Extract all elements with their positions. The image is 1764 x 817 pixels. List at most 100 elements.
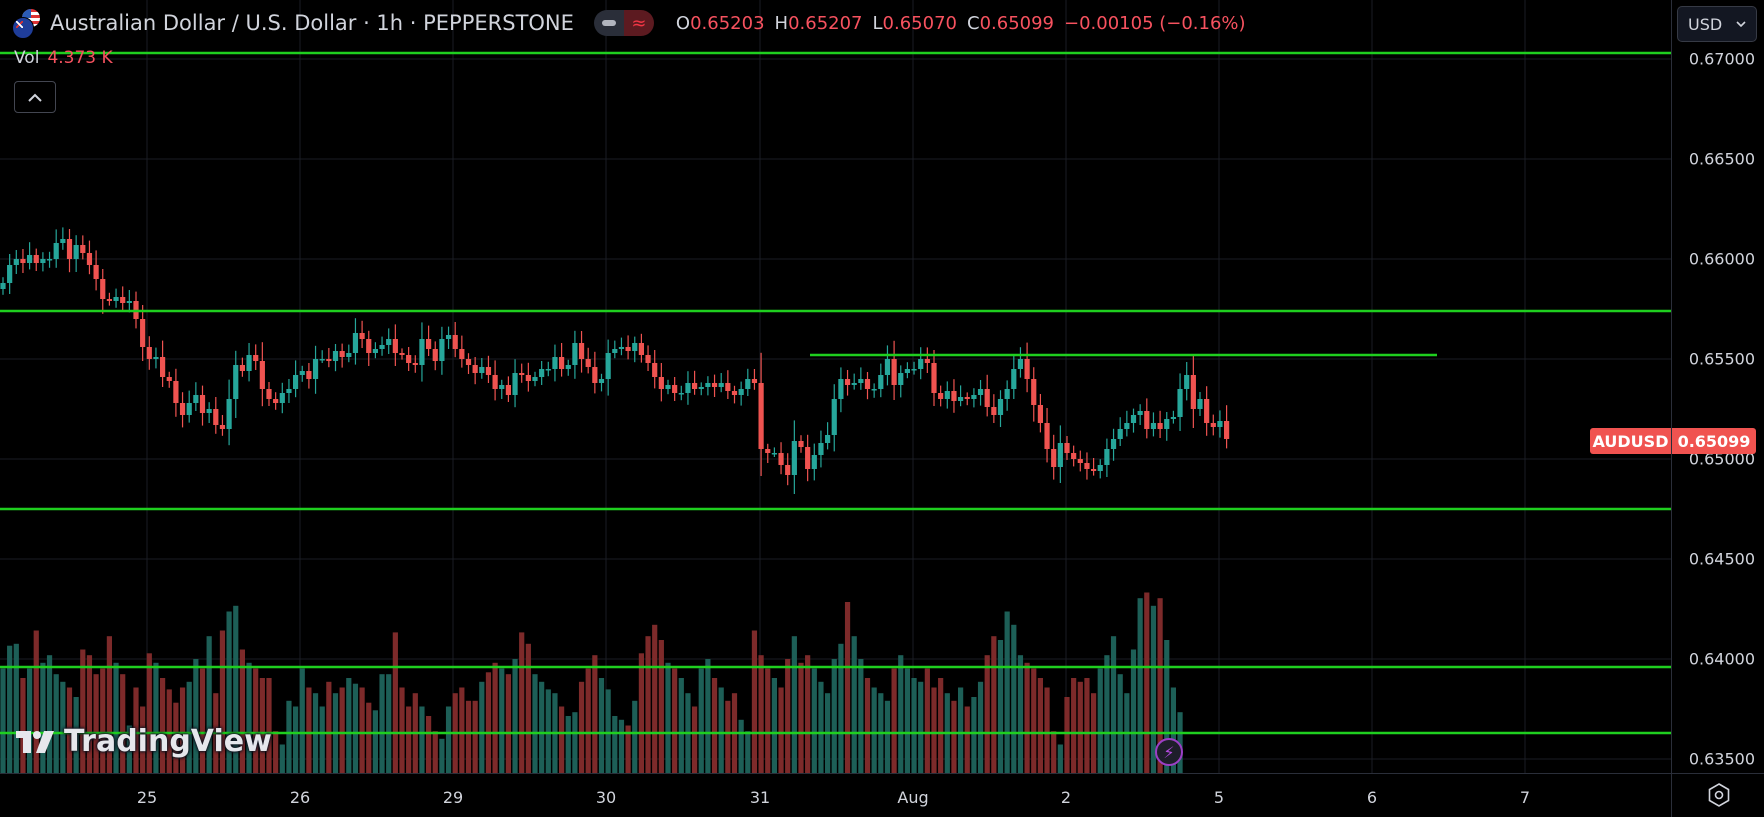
tradingview-logo[interactable]: TradingView — [16, 724, 272, 759]
volume-bar — [273, 731, 279, 773]
candle-body — [1044, 423, 1050, 449]
time-axis[interactable]: 25 26 29 30 31 Aug 2 5 6 7 — [0, 773, 1671, 817]
time-tick-label: 26 — [289, 788, 311, 807]
candle-body — [193, 395, 199, 403]
candle-body — [565, 365, 571, 369]
candle-body — [1217, 421, 1223, 427]
ohlc-values: O0.65203 H0.65207 L0.65070 C0.65099 −0.0… — [676, 13, 1246, 34]
volume-bar — [1150, 605, 1157, 773]
approx-icon[interactable]: ≈ — [623, 10, 654, 36]
candle-body — [991, 407, 997, 415]
candle-body — [219, 425, 226, 429]
collapse-legend-button[interactable] — [14, 81, 56, 113]
chart-toggle-pill[interactable]: ≈ — [593, 10, 654, 36]
candle-body — [426, 339, 432, 349]
lightning-icon[interactable]: ⚡ — [1155, 738, 1183, 766]
candle-body — [412, 363, 418, 365]
candle-body — [293, 375, 299, 389]
candle-body — [73, 245, 79, 259]
ohlc-high-key: H — [774, 12, 789, 34]
candle-body — [931, 363, 937, 393]
candle-body — [858, 379, 864, 383]
candle-body — [179, 403, 186, 415]
volume-bar — [359, 687, 365, 773]
volume-bar — [578, 681, 585, 773]
candle-body — [891, 359, 897, 385]
candle-body — [778, 453, 784, 465]
candle-body — [93, 265, 99, 279]
volume-bar — [7, 645, 13, 773]
volume-bar — [253, 668, 259, 773]
candle-body — [638, 343, 644, 355]
volume-bar — [1130, 649, 1137, 773]
candle-body — [465, 359, 472, 365]
candle-body — [765, 449, 771, 453]
candle-body — [738, 389, 744, 395]
volume-bar — [479, 681, 485, 773]
volume-bar — [977, 681, 984, 773]
candle-body — [605, 353, 611, 379]
aud-usd-flags-icon[interactable] — [12, 9, 42, 39]
volume-bar — [286, 700, 292, 773]
candle-body — [1204, 399, 1210, 423]
volume-bar — [346, 678, 352, 773]
volume-bar — [1057, 744, 1063, 773]
volume-bar — [1077, 681, 1083, 773]
price-chart-canvas[interactable] — [0, 0, 1671, 773]
candle-body — [964, 397, 970, 399]
candle-body — [299, 371, 305, 375]
price-tick-label: 0.65500 — [1688, 349, 1755, 369]
volume-bar — [66, 687, 73, 773]
volume-bar — [146, 653, 152, 773]
volume-bar — [166, 689, 172, 773]
volume-bar — [958, 687, 964, 773]
candle-body — [612, 349, 618, 353]
volume-bar — [658, 640, 664, 773]
candle-body — [20, 259, 26, 263]
tradingview-logo-text: TradingView — [64, 724, 272, 759]
volume-bar — [406, 706, 412, 773]
candle-body — [1164, 419, 1170, 429]
volume-bar — [226, 611, 232, 773]
settings-icon[interactable] — [1706, 782, 1732, 808]
volume-bar — [871, 687, 877, 773]
volume-bar — [725, 700, 731, 773]
au-flag-icon — [12, 17, 34, 39]
candle-body — [1157, 423, 1163, 429]
candle-body — [705, 383, 711, 387]
volume-bar — [426, 716, 432, 773]
candle-body — [977, 389, 984, 395]
symbol-title[interactable]: Australian Dollar / U.S. Dollar · 1h · P… — [50, 11, 574, 35]
volume-bar — [938, 678, 944, 773]
candle-body — [1184, 375, 1190, 389]
candle-body — [918, 359, 924, 369]
price-axis[interactable]: 0.67000 0.66500 0.66000 0.65500 0.65000 0.645… — [1671, 0, 1764, 773]
candle-body — [1004, 389, 1010, 399]
candle-body — [352, 333, 359, 353]
candle-body — [199, 395, 206, 413]
candle-body — [146, 347, 152, 359]
volume-bar — [133, 687, 139, 773]
volume-bar — [765, 668, 771, 773]
volume-bar — [798, 662, 804, 773]
candle-body — [372, 349, 378, 353]
volume-bar — [605, 689, 611, 773]
currency-select[interactable]: USD — [1677, 6, 1757, 42]
symbol-legend: Australian Dollar / U.S. Dollar · 1h · P… — [12, 9, 1246, 39]
volume-bar — [598, 678, 605, 773]
volume-bar — [73, 697, 79, 773]
volume-bar — [1104, 655, 1110, 773]
minus-icon[interactable] — [593, 10, 624, 36]
volume-bar — [672, 668, 678, 773]
candle-body — [665, 385, 671, 389]
volume-bar — [652, 624, 658, 773]
candle-body — [266, 389, 272, 399]
volume-bar — [1157, 598, 1163, 773]
price-change: −0.00105 (−0.16%) — [1064, 12, 1246, 34]
volume-bar — [0, 668, 6, 773]
volume-bar — [565, 716, 571, 773]
candle-body — [499, 385, 505, 389]
candle-body — [618, 347, 625, 349]
candle-body — [844, 379, 851, 385]
volume-bar — [818, 681, 824, 773]
